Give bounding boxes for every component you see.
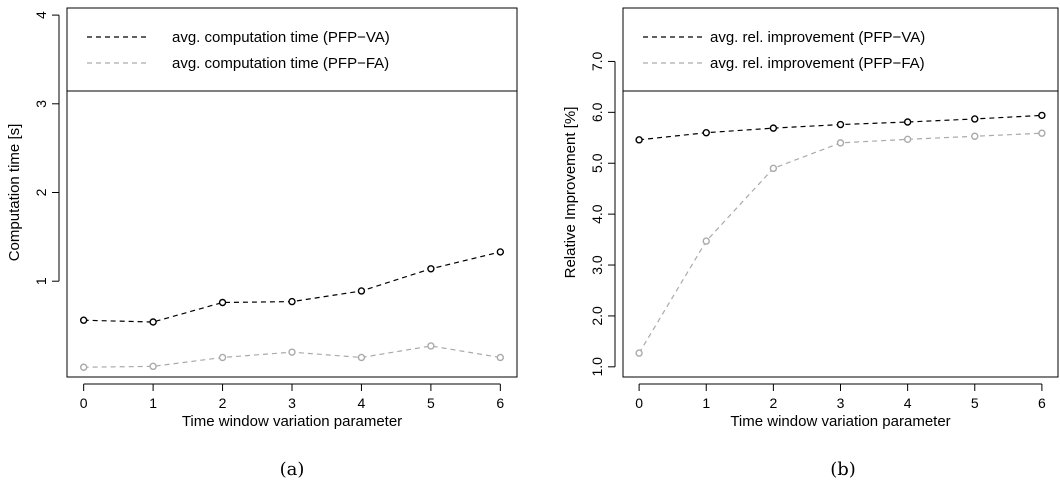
chart-panel-a: 0 1 2 3 4 5 6 1 2 3 4 Time window variation paramet… (6, 7, 518, 480)
x-tick-label: 2 (219, 395, 227, 411)
x-tick-label: 5 (427, 395, 435, 411)
data-point-series-2 (702, 237, 710, 245)
x-tick-label: 5 (971, 395, 979, 411)
data-point-series-2 (769, 164, 778, 173)
y-tick-label: 5.0 (589, 153, 605, 173)
x-tick-label: 2 (769, 395, 777, 411)
y-tick-label: 1 (33, 277, 49, 285)
data-point-series-2 (149, 362, 157, 371)
x-tick-label: 0 (80, 395, 88, 411)
data-point-series-2 (357, 353, 366, 362)
data-point-series-1 (496, 248, 505, 256)
data-point-series-2 (971, 132, 979, 140)
series-line-1 (83, 251, 501, 323)
x-tick-label: 1 (702, 395, 710, 411)
data-point-series-2 (635, 349, 643, 357)
x-tick-label: 4 (904, 395, 912, 411)
y-tick-label: 4 (33, 11, 49, 19)
data-point-series-1 (635, 136, 643, 144)
data-point-series-2 (218, 353, 227, 362)
x-axis-title: Time window variation parameter (730, 413, 950, 430)
data-point-series-2 (836, 139, 845, 147)
legend-label: avg. computation time (PFP−FA) (172, 55, 389, 72)
data-point-series-2 (496, 353, 505, 362)
data-point-series-1 (836, 120, 845, 129)
y-axis-title: Computation time [s] (6, 124, 23, 262)
figure-caption: (b) (830, 459, 856, 480)
x-tick-label: 1 (149, 395, 157, 411)
data-point-series-2 (79, 363, 88, 371)
y-tick-label: 1.0 (589, 357, 605, 377)
figure-caption: (a) (280, 459, 305, 480)
data-point-series-1 (971, 115, 979, 123)
x-tick-label: 0 (635, 395, 643, 411)
data-point-series-2 (1038, 129, 1046, 137)
data-point-series-1 (903, 118, 912, 126)
data-point-series-1 (1038, 111, 1046, 120)
y-tick-label: 2 (33, 188, 49, 196)
series-line-2 (638, 132, 1042, 354)
x-tick-label: 6 (496, 395, 504, 411)
x-tick-label: 4 (358, 395, 366, 411)
x-tick-label: 3 (837, 395, 845, 411)
legend-label: avg. computation time (PFP−VA) (172, 29, 390, 46)
y-tick-label: 4.0 (589, 204, 605, 224)
legend-label: avg. rel. improvement (PFP−FA) (710, 55, 925, 72)
y-tick-label: 3 (33, 100, 49, 108)
x-tick-label: 6 (1038, 395, 1046, 411)
y-tick-label: 2.0 (589, 306, 605, 326)
data-point-series-1 (79, 316, 88, 324)
y-tick-label: 7.0 (589, 51, 605, 71)
legend-box (66, 7, 518, 92)
data-point-series-1 (769, 124, 778, 132)
data-point-series-1 (357, 287, 366, 295)
data-point-series-1 (427, 265, 435, 273)
data-point-series-1 (149, 318, 157, 326)
x-axis-title: Time window variation parameter (182, 413, 402, 430)
data-point-series-2 (903, 135, 912, 144)
data-point-series-1 (702, 128, 710, 137)
x-tick-label: 3 (288, 395, 296, 411)
legend-label: avg. rel. improvement (PFP−VA) (710, 29, 925, 46)
y-tick-label: 6.0 (589, 102, 605, 122)
chart-panel-b: 0 1 2 3 4 5 6 1.0 2.0 3.0 4.0 5.0 6.0 7.0 Time window … (562, 7, 1059, 480)
data-point-series-1 (218, 298, 227, 307)
legend-box (622, 7, 1059, 92)
data-point-series-2 (288, 348, 296, 356)
y-axis-title: Relative Improvement [%] (562, 107, 579, 279)
data-point-series-2 (427, 342, 435, 350)
data-point-series-1 (288, 297, 296, 306)
y-tick-label: 3.0 (589, 255, 605, 275)
